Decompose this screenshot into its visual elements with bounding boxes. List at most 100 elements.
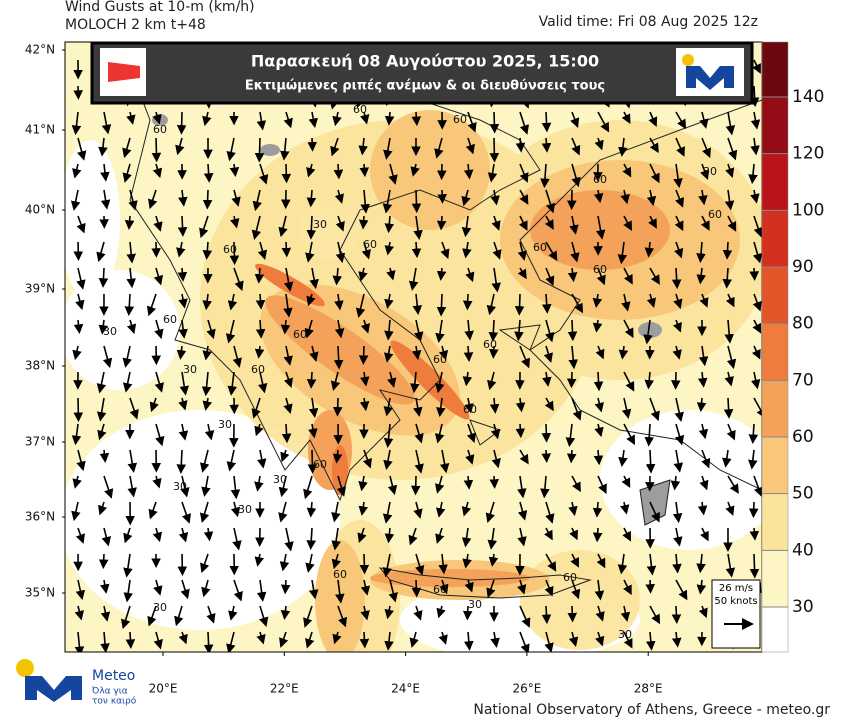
wind-arrow [181,450,182,469]
contour-label: 60 [313,458,327,471]
wind-arrow [754,528,755,536]
wind-arrow [676,268,677,284]
wind-arrow [416,190,417,208]
wind-arrow [260,320,261,334]
reference-knots: 50 knots [714,596,757,607]
wind-arrow [156,138,157,158]
colorbar-segment [762,42,788,97]
wind-arrow [286,424,287,438]
contour-label: 30 [703,165,717,178]
longitude-label: 24°E [391,682,420,696]
wind-arrow [754,554,755,574]
colorbar-segment [762,267,788,324]
longitude-label: 22°E [270,682,299,696]
wind-arrow [104,450,105,458]
wind-arrow [130,632,131,644]
logo-tagline: τον καιρό [92,696,137,707]
wind-arrow [103,268,104,283]
colorbar-segment [762,494,788,551]
contour-label: 60 [593,263,607,276]
contour-label: 30 [183,363,197,376]
contour-label: 60 [363,238,377,251]
latitude-label: 40°N [25,203,55,217]
wind-arrow [207,242,208,255]
contour-label: 60 [563,571,577,584]
wind-arrow [389,112,390,121]
footer: National Observatory of Athens, Greece -… [473,702,830,718]
wind-arrow [519,294,520,311]
wind-arrow [285,320,286,330]
wind-arrow [675,476,676,486]
colorbar-label: 100 [792,200,824,220]
wind-arrow [208,164,209,178]
wind-arrow [416,580,417,593]
wind-arrow [364,632,365,644]
wind-arrow [649,242,650,253]
contour-label: 60 [483,338,497,351]
wind-arrow [546,138,547,148]
wind-arrow [363,346,364,360]
wind-arrow [311,502,312,513]
wind-arrow [78,320,79,329]
wind-arrow [364,164,365,172]
wind-arrow [311,528,312,545]
reference-speed: 26 m/s [719,583,753,594]
contour-label: 60 [163,313,177,326]
colorbar-segment [762,324,788,381]
contour-label: 30 [238,503,252,516]
wind-arrow [468,476,469,485]
colorbar-segment [762,550,788,607]
wind-arrow [311,190,312,203]
contour-label: 60 [708,208,722,221]
contour-label: 60 [293,328,307,341]
colorbar-label: 80 [792,314,814,334]
wind-arrow [598,372,599,386]
colorbar-label: 140 [792,87,824,107]
wind-arrow [285,580,286,590]
contour-label: 30 [173,480,187,493]
wind-arrow [311,216,312,235]
logo-sun [16,659,34,677]
wind-arrow [337,450,338,459]
wind-arrow [389,528,390,539]
title: Wind Gusts at 10-m (km/h) [65,0,255,15]
contour-label: 30 [103,325,117,338]
longitude-label: 20°E [149,682,178,696]
colorbar-segment [762,210,788,267]
wind-arrow [208,528,209,537]
wind-arrow [494,112,495,129]
latitude-label: 38°N [25,359,55,373]
colorbar-label: 70 [792,370,814,390]
latitude-label: 36°N [25,510,55,524]
wind-arrow [727,268,728,284]
contour-label: 30 [218,418,232,431]
latitude-label: 39°N [25,282,55,296]
colorbar-label: 40 [792,540,814,560]
wind-arrow [441,294,442,312]
logo-sun [682,54,694,66]
colorbar-label: 60 [792,427,814,447]
wind-arrow [597,502,598,513]
longitude-label: 26°E [512,682,541,696]
wind-arrow [260,294,261,305]
wind-arrow [259,268,260,279]
wind-arrow [676,606,677,619]
wind-arrow [207,190,208,205]
contour-label: 60 [453,113,467,126]
logo-m [25,676,82,702]
model: MOLOCH 2 km t+48 [65,17,206,33]
wind-arrow [753,424,754,439]
colorbar-segment [762,607,788,652]
colorbar-label: 50 [792,484,814,504]
longitude-label: 28°E [634,682,663,696]
contour-label: 60 [463,403,477,416]
wind-arrow [259,138,260,158]
contour-label: 60 [533,241,547,254]
logo: Meteo Όλα για τον καιρό [16,659,137,707]
wind-arrow [468,346,469,357]
contour-label: 30 [313,218,327,231]
contour-label: 30 [618,628,632,641]
